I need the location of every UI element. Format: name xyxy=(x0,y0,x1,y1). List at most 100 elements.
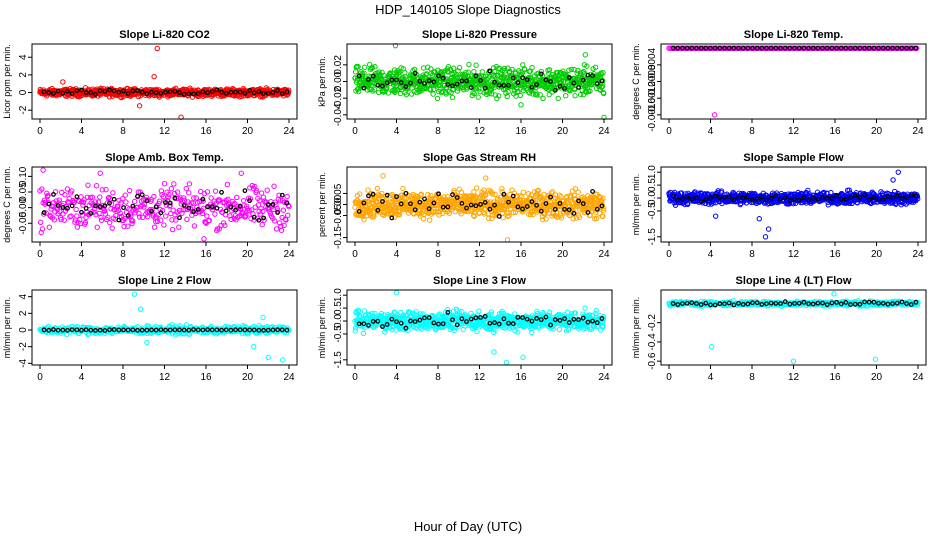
mean-point xyxy=(880,45,886,51)
y-tick-label: -0.15 xyxy=(333,226,344,249)
data-point xyxy=(283,217,289,223)
mean-point xyxy=(261,215,266,221)
mean-point xyxy=(562,85,567,91)
mean-point xyxy=(130,327,136,333)
mean-point xyxy=(684,45,690,51)
mean-point xyxy=(590,189,595,194)
mean-point xyxy=(93,203,98,209)
data-point xyxy=(898,202,904,208)
mean-point xyxy=(557,83,563,89)
data-point xyxy=(428,192,434,199)
data-point xyxy=(154,218,161,225)
y-tick-label: 0.0 xyxy=(647,191,658,205)
data-point xyxy=(158,217,164,223)
mean-point xyxy=(361,200,367,206)
x-tick-label: 24 xyxy=(283,126,295,137)
mean-point xyxy=(543,77,549,83)
outlier-point xyxy=(238,170,244,176)
panel-5: Slope Gas Stream RH0 4 8 12 16 20 24-0.15-0.05… xyxy=(317,152,613,260)
data-point xyxy=(45,192,51,199)
plot-frame xyxy=(660,43,927,120)
mean-point xyxy=(796,45,802,51)
mean-point xyxy=(256,217,262,223)
mean-point xyxy=(590,73,595,79)
data-point xyxy=(61,217,67,223)
data-point xyxy=(600,195,606,201)
data-point xyxy=(365,187,371,193)
mean-point xyxy=(97,204,103,209)
mean-point xyxy=(740,45,746,51)
outlier-point xyxy=(762,234,769,240)
y-axis-label: ml/min per min. xyxy=(631,174,641,236)
data-point xyxy=(258,190,265,196)
mean-point xyxy=(93,92,98,97)
data-points xyxy=(352,42,607,121)
mean-point xyxy=(417,199,423,205)
mean-point xyxy=(703,45,709,51)
mean-point xyxy=(172,195,178,201)
mean-point xyxy=(251,327,257,333)
mean-point xyxy=(538,71,544,77)
mean-point xyxy=(41,327,47,333)
data-point xyxy=(520,189,527,196)
data-point xyxy=(157,206,163,213)
mean-point xyxy=(810,195,816,201)
mean-point xyxy=(219,189,224,195)
data-point xyxy=(542,210,548,216)
data-point xyxy=(592,64,599,70)
data-point xyxy=(377,204,383,211)
mean-point xyxy=(834,193,839,199)
data-point xyxy=(122,192,128,198)
mean-point xyxy=(454,81,460,87)
mean-point xyxy=(149,327,154,333)
y-tick-label: -0.0016 xyxy=(647,97,658,131)
data-point xyxy=(361,64,368,70)
data-point xyxy=(169,226,176,233)
x-tick-label: 24 xyxy=(598,249,610,260)
mean-point xyxy=(736,195,741,201)
mean-point xyxy=(65,88,70,94)
mean-point xyxy=(205,90,210,96)
outlier-point xyxy=(712,213,719,219)
outlier-point xyxy=(392,42,399,49)
data-point xyxy=(82,219,89,226)
mean-point xyxy=(144,198,150,204)
mean-point xyxy=(228,204,234,210)
mean-point xyxy=(468,202,474,208)
mean-point xyxy=(209,204,215,210)
data-point xyxy=(355,307,362,314)
mean-point xyxy=(885,45,891,51)
mean-point xyxy=(459,78,465,84)
data-point xyxy=(95,199,102,205)
data-point xyxy=(521,66,528,73)
mean-point xyxy=(51,327,56,332)
mean-point xyxy=(167,200,173,206)
outlier-point xyxy=(131,291,138,297)
mean-point xyxy=(228,89,234,95)
data-point xyxy=(94,224,100,230)
data-point xyxy=(481,187,487,193)
mean-point xyxy=(242,188,248,194)
mean-point xyxy=(275,210,280,215)
mean-point xyxy=(778,45,783,51)
mean-point xyxy=(186,91,192,97)
data-point xyxy=(359,76,365,82)
mean-point xyxy=(284,200,290,206)
data-point xyxy=(169,330,176,337)
data-point xyxy=(485,75,492,81)
mean-point xyxy=(482,200,488,205)
data-point xyxy=(568,192,574,199)
data-point xyxy=(466,61,472,68)
data-point xyxy=(562,83,568,90)
mean-point xyxy=(209,327,215,333)
data-point xyxy=(395,70,401,76)
data-point xyxy=(267,210,274,217)
mean-point xyxy=(46,327,52,333)
y-tick-label: -0.0012 xyxy=(647,81,658,115)
mean-point xyxy=(750,197,755,203)
data-point xyxy=(102,208,108,214)
mean-point xyxy=(380,83,385,89)
y-axis-label: degrees C per min. xyxy=(631,43,641,120)
